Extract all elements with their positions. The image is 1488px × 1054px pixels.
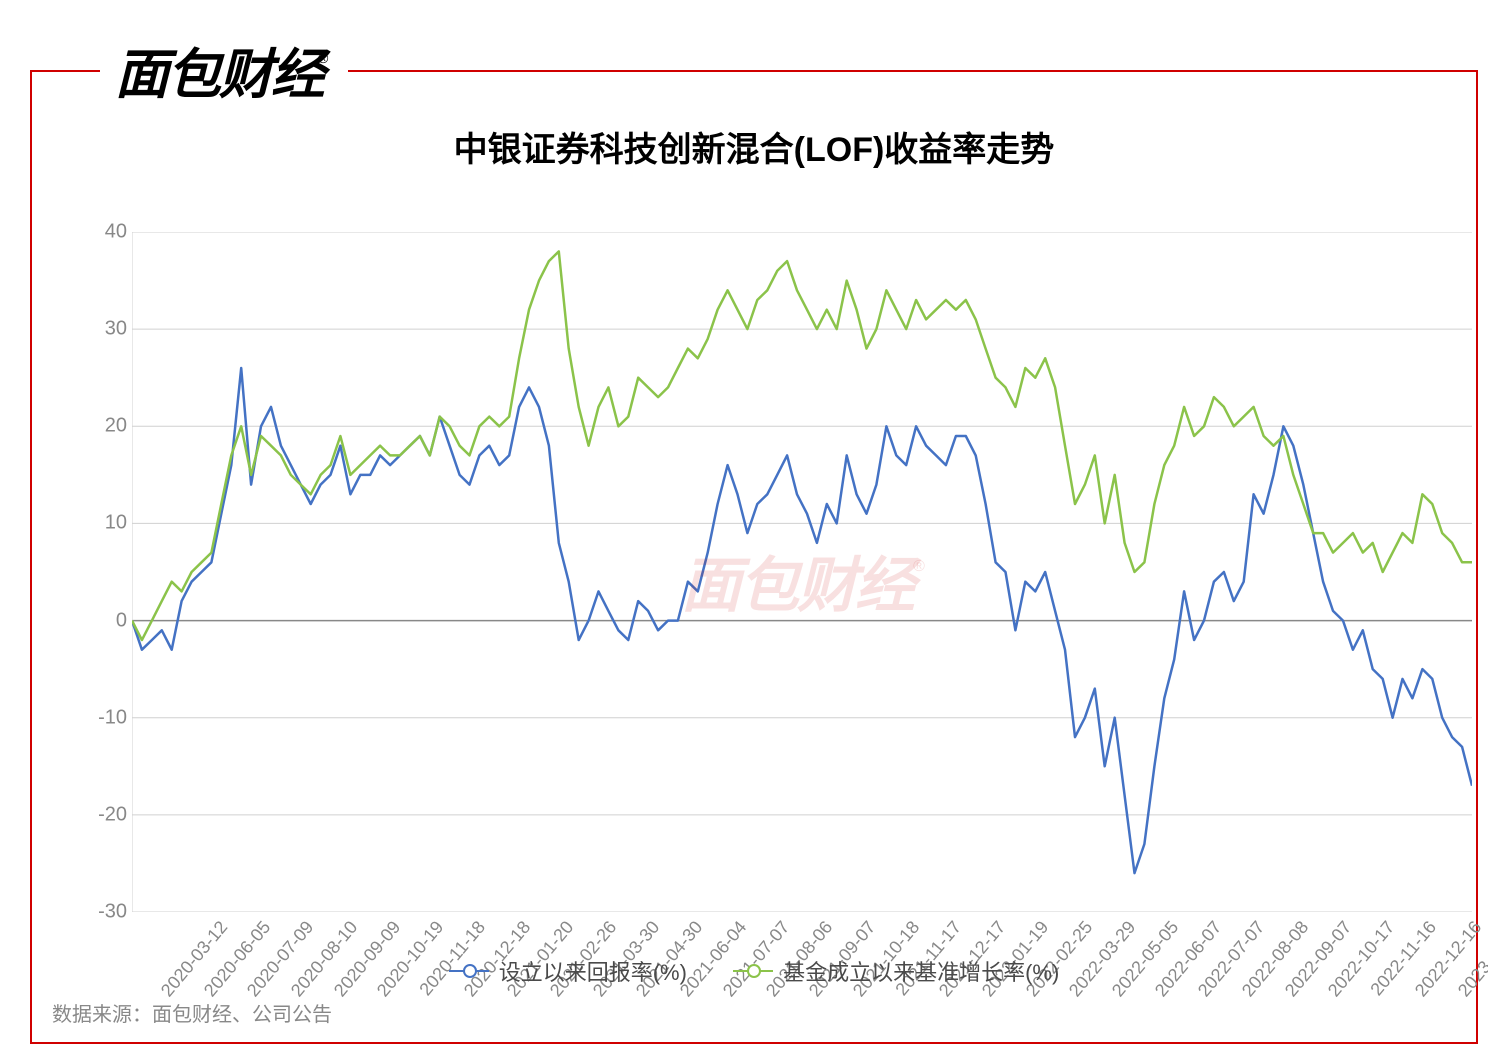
series-line [132, 251, 1472, 640]
legend-marker-blue [449, 970, 489, 972]
chart-title: 中银证券科技创新混合(LOF)收益率走势 [32, 122, 1476, 171]
legend-label-1: 设立以来回报率(%) [499, 955, 687, 987]
y-axis: -30-20-10010203040 [82, 232, 127, 912]
legend-item-benchmark: 基金成立以来基准增长率(%) [733, 955, 1059, 987]
chart-legend: 设立以来回报率(%) 基金成立以来基准增长率(%) [32, 952, 1476, 987]
y-tick-label: -30 [98, 901, 127, 924]
y-tick-label: 40 [105, 221, 127, 244]
y-tick-label: 10 [105, 512, 127, 535]
logo-registered: ® [318, 50, 328, 66]
chart-svg [132, 232, 1472, 912]
chart-card: 中银证券科技创新混合(LOF)收益率走势 -30-20-10010203040 … [30, 70, 1478, 1044]
legend-item-return: 设立以来回报率(%) [449, 955, 687, 987]
y-tick-label: -10 [98, 706, 127, 729]
chart-plot-area: -30-20-10010203040 面包财经® [132, 232, 1472, 912]
y-tick-label: 30 [105, 318, 127, 341]
y-tick-label: 20 [105, 415, 127, 438]
logo-text: 面包财经 [115, 45, 323, 105]
legend-marker-green [733, 970, 773, 972]
data-source: 数据来源：面包财经、公司公告 [52, 998, 332, 1027]
y-tick-label: -20 [98, 803, 127, 826]
brand-logo: 面包财经® [100, 30, 348, 109]
legend-label-2: 基金成立以来基准增长率(%) [783, 955, 1059, 987]
y-tick-label: 0 [116, 609, 127, 632]
